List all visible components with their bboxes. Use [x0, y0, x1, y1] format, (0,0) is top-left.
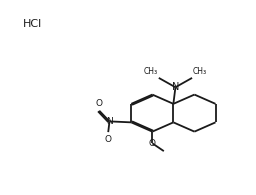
Text: O: O [149, 139, 156, 148]
Text: O: O [96, 99, 103, 108]
Text: CH₃: CH₃ [144, 67, 158, 76]
Text: HCl: HCl [23, 19, 42, 29]
Text: CH₃: CH₃ [193, 67, 207, 76]
Text: O: O [105, 135, 112, 144]
Text: N: N [172, 82, 179, 92]
Text: N: N [106, 117, 113, 126]
